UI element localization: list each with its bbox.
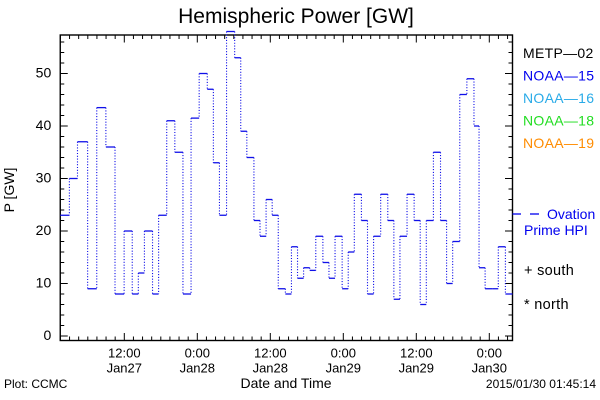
svg-text:NOAA—19: NOAA—19 bbox=[523, 135, 594, 151]
svg-text:40: 40 bbox=[36, 117, 52, 133]
svg-text:12:00: 12:00 bbox=[108, 346, 141, 361]
svg-text:P [GW]: P [GW] bbox=[1, 168, 17, 213]
svg-text:30: 30 bbox=[36, 170, 52, 186]
svg-text:* north: * north bbox=[524, 297, 569, 313]
svg-text:NOAA—15: NOAA—15 bbox=[523, 68, 594, 84]
svg-text:12:00: 12:00 bbox=[254, 346, 287, 361]
svg-text:Plot: CCMC: Plot: CCMC bbox=[4, 377, 68, 391]
svg-text:50: 50 bbox=[36, 65, 52, 81]
svg-text:Jan27: Jan27 bbox=[107, 361, 142, 376]
svg-text:20: 20 bbox=[36, 222, 52, 238]
svg-text:Jan30: Jan30 bbox=[472, 361, 507, 376]
svg-text:Jan29: Jan29 bbox=[326, 361, 361, 376]
svg-text:12:00: 12:00 bbox=[400, 346, 433, 361]
svg-text:Jan29: Jan29 bbox=[399, 361, 434, 376]
svg-text:0:00: 0:00 bbox=[331, 346, 356, 361]
svg-text:0:00: 0:00 bbox=[185, 346, 210, 361]
svg-text:+ south: + south bbox=[524, 263, 574, 279]
svg-text:0:00: 0:00 bbox=[477, 346, 502, 361]
svg-text:0: 0 bbox=[43, 327, 51, 343]
svg-text:METP—02: METP—02 bbox=[523, 45, 594, 61]
svg-text:Prime HPI: Prime HPI bbox=[524, 222, 588, 238]
svg-text:Date and Time: Date and Time bbox=[240, 375, 331, 391]
svg-text:2015/01/30 01:45:14: 2015/01/30 01:45:14 bbox=[486, 377, 596, 391]
svg-text:Jan28: Jan28 bbox=[253, 361, 288, 376]
svg-text:Jan28: Jan28 bbox=[180, 361, 215, 376]
svg-text:Ovation: Ovation bbox=[547, 206, 595, 222]
svg-text:NOAA—18: NOAA—18 bbox=[523, 113, 594, 129]
svg-text:Hemispheric Power [GW]: Hemispheric Power [GW] bbox=[178, 5, 414, 28]
svg-text:10: 10 bbox=[36, 275, 52, 291]
svg-text:NOAA—16: NOAA—16 bbox=[523, 90, 594, 106]
